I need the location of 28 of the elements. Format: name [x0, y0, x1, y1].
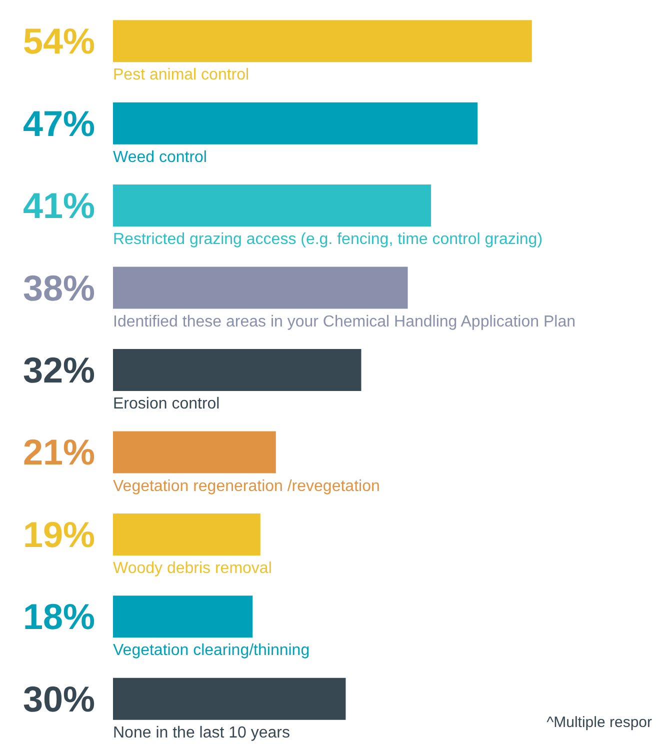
y-tick-label: Vegetation clearing/thinning	[113, 642, 310, 660]
bar	[113, 513, 260, 556]
y-tick-label: Vegetation regeneration /revegetation	[113, 478, 380, 495]
y-tick-label: None in the last 10 years	[113, 724, 290, 742]
y-tick-label: Restricted grazing access (e.g. fencing, time control grazing)	[113, 231, 543, 248]
y-tick-label: Woody debris removal	[113, 560, 272, 577]
bar	[113, 184, 432, 227]
y-tick-label: Erosion control	[113, 396, 220, 413]
bar	[113, 431, 276, 474]
annotation: ^Multiple respor	[546, 714, 652, 731]
bar	[113, 596, 253, 638]
data-label: 19%	[22, 514, 95, 555]
bar	[113, 20, 532, 62]
bar	[113, 349, 362, 391]
data-label: 30%	[22, 678, 95, 720]
y-tick-label: Weed control	[113, 148, 207, 166]
bar	[113, 678, 346, 720]
data-label: 18%	[22, 596, 95, 638]
bar	[113, 266, 408, 309]
y-tick-label: Pest animal control	[113, 66, 250, 84]
data-label: 41%	[22, 185, 95, 226]
data-label: 32%	[22, 350, 95, 390]
y-tick-label: Identified these areas in your Chemical Handling Application Plan	[113, 313, 576, 330]
data-label: 38%	[22, 267, 95, 308]
bar	[113, 102, 478, 144]
data-label: 21%	[22, 432, 95, 473]
data-label: 54%	[22, 20, 95, 62]
data-label: 47%	[22, 102, 95, 144]
